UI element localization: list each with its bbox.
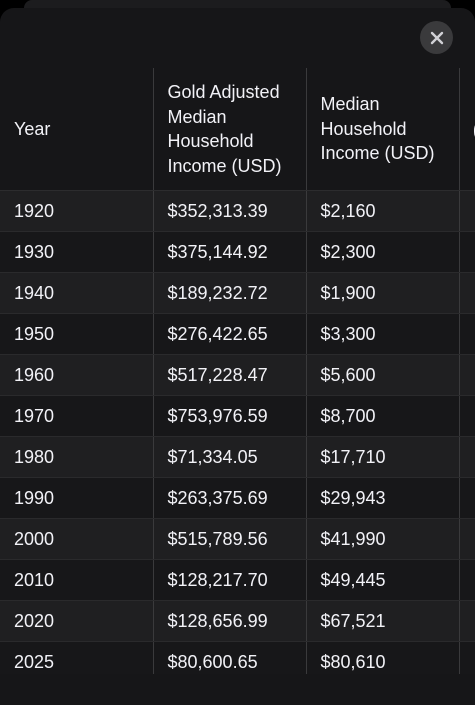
- cell-partial-column: [458, 477, 475, 519]
- cell-partial-column: [458, 190, 475, 232]
- cell-year: 1980: [0, 436, 153, 478]
- cell-gold: $189,232.72: [152, 272, 306, 314]
- cell-partial-column: [458, 436, 475, 478]
- cell-partial-column: [458, 272, 475, 314]
- header-median-income: Median Household Income (USD): [305, 68, 459, 191]
- cell-median: $2,300: [305, 231, 459, 273]
- table-row: 2025 $80,600.65 $80,610: [0, 641, 475, 674]
- cell-median: $5,600: [305, 354, 459, 396]
- cell-median: $17,710: [305, 436, 459, 478]
- cell-year: 2000: [0, 518, 153, 560]
- table-header-row: Year Gold Adjusted Median Household Inco…: [0, 68, 475, 191]
- table-row: 1950 $276,422.65 $3,300: [0, 313, 475, 355]
- table-row: 1970 $753,976.59 $8,700: [0, 395, 475, 437]
- cell-year: 1930: [0, 231, 153, 273]
- cell-partial-column: [458, 559, 475, 601]
- cell-partial-column: [458, 231, 475, 273]
- cell-partial-column: [458, 600, 475, 642]
- table-sheet: Year Gold Adjusted Median Household Inco…: [0, 8, 475, 705]
- partial-header-content: [473, 114, 475, 144]
- table-row: 1940 $189,232.72 $1,900: [0, 272, 475, 314]
- cell-median: $8,700: [305, 395, 459, 437]
- cell-partial-column: [458, 641, 475, 674]
- cell-gold: $263,375.69: [152, 477, 306, 519]
- header-year: Year: [0, 68, 153, 191]
- close-icon: [430, 31, 443, 44]
- cell-gold: $753,976.59: [152, 395, 306, 437]
- cell-median: $49,445: [305, 559, 459, 601]
- cell-year: 1940: [0, 272, 153, 314]
- close-button[interactable]: [420, 21, 453, 54]
- cell-year: 1950: [0, 313, 153, 355]
- table-row: 1920 $352,313.39 $2,160: [0, 190, 475, 232]
- cell-gold: $375,144.92: [152, 231, 306, 273]
- table-scroll-area[interactable]: Year Gold Adjusted Median Household Inco…: [0, 68, 475, 674]
- table-row: 1980 $71,334.05 $17,710: [0, 436, 475, 478]
- cell-partial-column: [458, 395, 475, 437]
- cell-year: 1970: [0, 395, 153, 437]
- cell-year: 1990: [0, 477, 153, 519]
- cell-gold: $80,600.65: [152, 641, 306, 674]
- cell-median: $41,990: [305, 518, 459, 560]
- cell-partial-column: [458, 518, 475, 560]
- cell-year: 1920: [0, 190, 153, 232]
- cell-gold: $71,334.05: [152, 436, 306, 478]
- cell-median: $3,300: [305, 313, 459, 355]
- table-row: 2000 $515,789.56 $41,990: [0, 518, 475, 560]
- table-row: 1960 $517,228.47 $5,600: [0, 354, 475, 396]
- cell-median: $29,943: [305, 477, 459, 519]
- cell-year: 2025: [0, 641, 153, 674]
- cell-gold: $517,228.47: [152, 354, 306, 396]
- cell-year: 2010: [0, 559, 153, 601]
- cell-median: $67,521: [305, 600, 459, 642]
- cell-year: 2020: [0, 600, 153, 642]
- cell-median: $80,610: [305, 641, 459, 674]
- header-gold-adjusted-income: Gold Adjusted Median Household Income (U…: [152, 68, 306, 191]
- background-sheet-edge: [24, 0, 451, 8]
- cell-gold: $128,217.70: [152, 559, 306, 601]
- table-row: 1990 $263,375.69 $29,943: [0, 477, 475, 519]
- table-row: 2010 $128,217.70 $49,445: [0, 559, 475, 601]
- table-row: 2020 $128,656.99 $67,521: [0, 600, 475, 642]
- table-row: 1930 $375,144.92 $2,300: [0, 231, 475, 273]
- cell-gold: $352,313.39: [152, 190, 306, 232]
- cell-partial-column: [458, 313, 475, 355]
- cell-gold: $276,422.65: [152, 313, 306, 355]
- income-table: Year Gold Adjusted Median Household Inco…: [0, 68, 475, 674]
- cell-median: $1,900: [305, 272, 459, 314]
- cell-median: $2,160: [305, 190, 459, 232]
- header-partial-column: [458, 68, 475, 191]
- cell-gold: $515,789.56: [152, 518, 306, 560]
- cell-year: 1960: [0, 354, 153, 396]
- cell-gold: $128,656.99: [152, 600, 306, 642]
- cell-partial-column: [458, 354, 475, 396]
